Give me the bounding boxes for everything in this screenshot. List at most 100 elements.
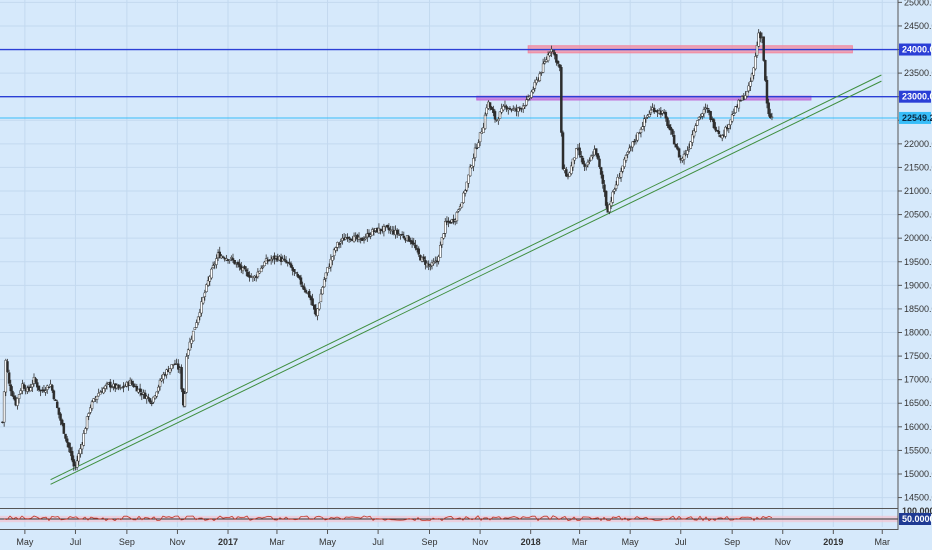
- candle: [152, 396, 155, 404]
- price-axis[interactable]: 25000.024500.024000.023500.023000.022500…: [897, 0, 932, 550]
- candle-body-down: [599, 167, 603, 175]
- candle-body-down: [69, 447, 72, 453]
- candle: [246, 268, 250, 278]
- candle-body-up: [730, 114, 734, 122]
- candle-body-down: [558, 64, 561, 68]
- candle-body-up: [755, 45, 759, 56]
- candle: [757, 29, 760, 48]
- candle: [478, 132, 482, 147]
- candle-body-up: [540, 72, 543, 74]
- candle-body-up: [90, 401, 94, 409]
- candle: [84, 426, 87, 434]
- candle-body-up: [326, 267, 329, 273]
- candle-body-down: [303, 286, 306, 290]
- candle: [322, 276, 326, 288]
- candle-body-down: [64, 433, 67, 439]
- candle: [424, 256, 427, 270]
- candle-body-up: [636, 132, 639, 141]
- candle-body-down: [283, 258, 286, 261]
- candle: [488, 102, 492, 111]
- candle: [538, 71, 542, 83]
- candle-body-up: [80, 444, 84, 450]
- candle: [475, 143, 479, 150]
- candle-body-up: [152, 396, 155, 403]
- candle: [304, 288, 308, 294]
- candle-body-up: [754, 56, 757, 70]
- candle: [329, 254, 333, 272]
- candle-body-up: [85, 416, 89, 429]
- candle-body-up: [105, 383, 109, 385]
- candle: [298, 275, 301, 280]
- candle: [462, 191, 465, 204]
- candle: [440, 237, 444, 248]
- candle-body-down: [759, 32, 762, 39]
- candle: [47, 386, 51, 389]
- candle: [553, 49, 556, 60]
- candle: [702, 106, 706, 118]
- candle-body-up: [584, 165, 588, 168]
- candle: [750, 72, 754, 82]
- candle: [439, 241, 442, 258]
- candle: [762, 36, 765, 62]
- candle: [639, 127, 643, 138]
- time-tick-label: Sep: [724, 537, 740, 547]
- candle-body-up: [470, 165, 474, 169]
- candle: [540, 71, 543, 76]
- candle: [336, 241, 339, 252]
- time-tick-label: Jul: [70, 537, 82, 547]
- candle-body-down: [296, 273, 299, 277]
- candle: [243, 264, 246, 270]
- candle-body-up: [79, 448, 82, 455]
- candle-body-up: [686, 150, 689, 155]
- candle-body-down: [313, 304, 316, 310]
- candle-body-down: [67, 442, 71, 448]
- candle-body-up: [168, 368, 172, 373]
- candle-body-down: [490, 107, 493, 110]
- candle-body-down: [669, 126, 673, 131]
- time-axis[interactable]: May Jul Sep Nov 2017 Mar May Jul Sep Nov 2018 Mar Ma…: [16, 530, 890, 547]
- candle-body-down: [309, 296, 313, 301]
- candle: [334, 246, 338, 253]
- candle: [102, 386, 105, 395]
- candle: [533, 79, 537, 92]
- trendline-1: [50, 74, 882, 481]
- candle: [596, 153, 600, 161]
- candle-body-up: [97, 393, 100, 397]
- candle-body-up: [613, 189, 616, 192]
- candle-body-up: [548, 52, 551, 56]
- candle: [57, 407, 61, 419]
- candle-body-down: [596, 153, 600, 159]
- candle-body-up: [482, 127, 485, 133]
- price-tick-label: 15000.0: [904, 469, 932, 479]
- price-tick-label: 19000.0: [904, 280, 932, 290]
- candle-body-up: [729, 119, 732, 126]
- candle-body-up: [110, 386, 114, 389]
- candle-body-down: [337, 243, 341, 245]
- candle-body-down: [412, 242, 416, 245]
- candle: [535, 76, 538, 86]
- candle-body-up: [502, 105, 505, 111]
- candle: [319, 289, 323, 303]
- candle-body-up: [588, 160, 591, 162]
- candle-body-up: [200, 301, 203, 314]
- candle: [233, 259, 236, 265]
- candle: [571, 158, 575, 171]
- candle: [531, 86, 535, 94]
- candle-body-up: [397, 233, 401, 235]
- candle: [208, 274, 212, 287]
- candle: [623, 157, 626, 169]
- candle-body-down: [36, 382, 39, 388]
- candle-body-down: [492, 108, 495, 113]
- candle-body-down: [148, 398, 152, 403]
- candle: [186, 348, 190, 360]
- candle: [369, 232, 372, 240]
- candle: [482, 122, 485, 133]
- candle-body-down: [769, 113, 772, 118]
- candle: [4, 358, 8, 397]
- candle: [308, 289, 311, 299]
- candle-body-up: [269, 259, 273, 261]
- candle-body-down: [583, 163, 586, 167]
- level-tag-label: 24000.0: [902, 45, 932, 55]
- candle-body-up: [432, 261, 435, 264]
